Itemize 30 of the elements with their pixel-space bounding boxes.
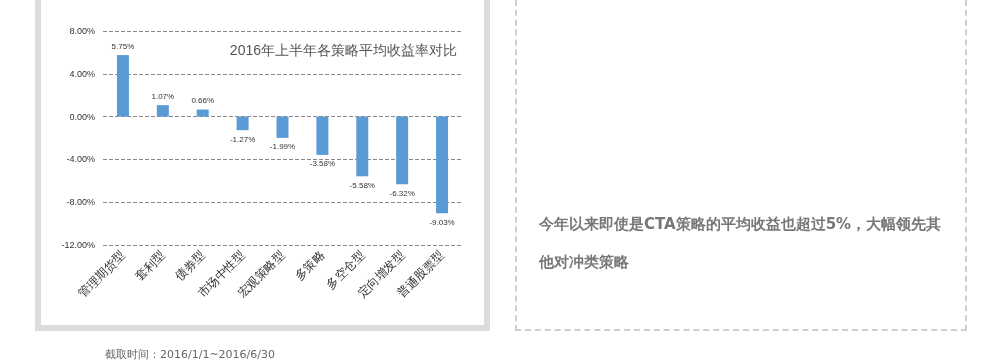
data-label: 5.75% (111, 41, 135, 51)
bar (116, 55, 129, 117)
bar (316, 116, 329, 155)
bar (196, 109, 209, 117)
bar (156, 105, 169, 117)
data-label: 1.07% (151, 91, 175, 101)
bar (396, 116, 409, 185)
y-tick-label: 4.00% (69, 68, 95, 79)
bar (436, 116, 449, 214)
text: 今年以来即使是CTA策略的平均收益也超过5%，大幅领先其他对冲类策略 (539, 215, 942, 271)
y-tick-label: 0.00% (69, 111, 95, 122)
text: 截取时间：2016/1/1~2016/6/30 (105, 347, 276, 362)
text: 2016年上半年各策略平均收益率对比 (229, 42, 458, 58)
data-label: -1.99% (269, 142, 296, 152)
x-tick-label: 多策略 (291, 248, 328, 284)
y-tick-label: -4.00% (66, 154, 95, 165)
y-tick-label: 8.00% (69, 26, 95, 36)
data-label: -6.32% (389, 188, 415, 198)
data-label: -1.27% (229, 134, 256, 144)
x-tick-label: 管理期货型 (75, 248, 128, 301)
bar (236, 116, 249, 131)
bar (276, 116, 289, 138)
y-tick-label: -8.00% (66, 197, 95, 208)
data-label: -9.03% (429, 217, 455, 227)
data-label: -5.58% (349, 180, 375, 190)
data-label: -3.58% (309, 159, 336, 169)
y-tick-label: -12.00% (61, 240, 95, 250)
x-tick-label: 套利型 (132, 248, 168, 284)
bar (356, 116, 369, 177)
data-label: 0.66% (191, 96, 215, 106)
